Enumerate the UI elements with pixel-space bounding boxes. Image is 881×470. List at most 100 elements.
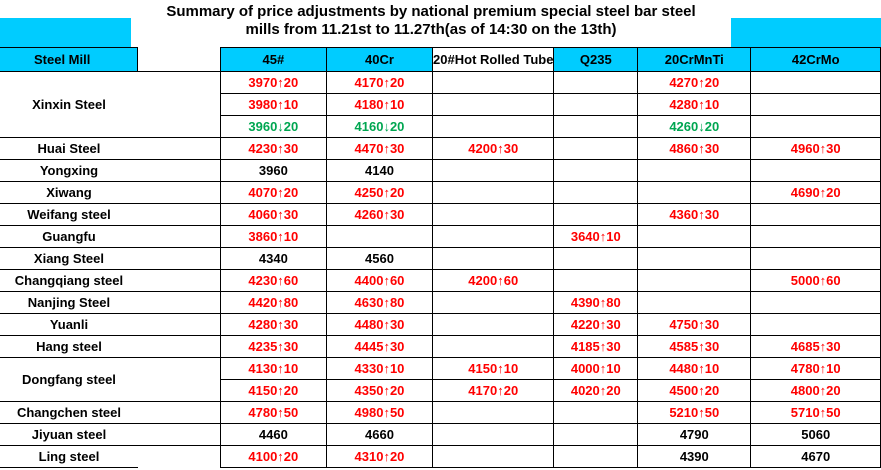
table-row: Yuanli 4280↑30 4480↑30 4220↑30 4750↑30 <box>0 313 881 336</box>
mill-name: Yuanli <box>0 313 138 336</box>
price-cell: 4200↑60 <box>432 269 555 292</box>
price-cell: 4630↑80 <box>325 291 434 314</box>
price-cell <box>432 247 555 270</box>
price-cell <box>432 445 555 468</box>
mill-name: Guangfu <box>0 225 138 248</box>
table-row: Changqiang steel 4230↑60 4400↑60 4200↑60 500… <box>0 269 881 292</box>
price-cell: 4150↑10 <box>432 357 555 380</box>
table-row: Changchen steel 4780↑50 4980↑50 5210↑50 5710… <box>0 401 881 424</box>
price-cell: 4160↓20 <box>325 115 434 138</box>
table-row: Xiwang 4070↑20 4250↑20 4690↑20 <box>0 181 881 204</box>
price-cell: 4780↑50 <box>219 401 327 424</box>
mill-name: Jiyuan steel <box>0 423 138 446</box>
price-cell <box>750 225 881 248</box>
price-cell: 4960↑30 <box>750 137 881 160</box>
price-cell: 4400↑60 <box>325 269 434 292</box>
price-cell: 4585↑30 <box>637 335 752 358</box>
mill-name: Yongxing <box>0 159 138 182</box>
price-cell <box>432 159 555 182</box>
price-cell: 4000↑10 <box>553 357 639 380</box>
price-cell: 4250↑20 <box>325 181 434 204</box>
price-cell: 4340 <box>219 247 327 270</box>
price-cell: 4670 <box>750 445 881 468</box>
row-gap <box>137 225 221 248</box>
price-cell: 3980↑10 <box>219 93 327 116</box>
price-cell: 4780↑10 <box>750 357 881 380</box>
price-cell: 4420↑80 <box>219 291 327 314</box>
row-gap <box>137 71 221 138</box>
row-gap <box>137 137 221 160</box>
price-cell: 4390↑80 <box>553 291 639 314</box>
price-cell <box>750 71 881 94</box>
price-cell: 4480↑30 <box>325 313 434 336</box>
price-cell: 4980↑50 <box>325 401 434 424</box>
price-cell: 4860↑30 <box>637 137 752 160</box>
price-cell <box>750 159 881 182</box>
price-cell: 4500↑20 <box>637 379 752 402</box>
header-gap <box>137 47 221 72</box>
price-cell: 5000↑60 <box>750 269 881 292</box>
mill-name: Dongfang steel <box>0 357 138 402</box>
table-row: 3960↓20 4160↓20 4260↓20 <box>0 115 881 138</box>
price-cell: 4350↑20 <box>325 379 434 402</box>
mill-name: Changchen steel <box>0 401 138 424</box>
mill-name: Ling steel <box>0 445 138 468</box>
row-gap <box>137 423 221 446</box>
price-cell <box>432 291 555 314</box>
price-cell <box>637 247 752 270</box>
price-cell: 4260↓20 <box>637 115 752 138</box>
price-cell: 4150↑20 <box>219 379 327 402</box>
row-gap <box>137 445 221 468</box>
price-cell <box>432 423 555 446</box>
header-accent-left <box>0 18 131 47</box>
price-cell <box>432 225 555 248</box>
price-cell: 4360↑30 <box>637 203 752 226</box>
price-cell <box>553 181 639 204</box>
price-cell <box>553 269 639 292</box>
table-row: Jiyuan steel 4460 4660 4790 5060 <box>0 423 881 446</box>
price-cell: 4445↑30 <box>325 335 434 358</box>
header-accent-right <box>731 18 881 47</box>
price-cell: 4180↑10 <box>325 93 434 116</box>
price-cell <box>553 401 639 424</box>
header-col-hot-rolled-tube: 20#Hot Rolled Tube <box>432 47 555 72</box>
price-table: Steel Mill 45# 40Cr 20#Hot Rolled Tube Q… <box>0 47 881 468</box>
price-cell <box>553 115 639 138</box>
row-gap <box>137 247 221 270</box>
price-cell: 4220↑30 <box>553 313 639 336</box>
page-title: Summary of price adjustments by national… <box>131 3 731 39</box>
row-gap <box>137 269 221 292</box>
header-col-20crmnti: 20CrMnTi <box>637 47 752 72</box>
price-cell: 4660 <box>325 423 434 446</box>
price-cell <box>637 159 752 182</box>
price-cell: 4690↑20 <box>750 181 881 204</box>
table-body: Xinxin Steel 3970↑20 4170↑20 4270↑20 3980↑10… <box>0 71 881 468</box>
price-cell: 3860↑10 <box>219 225 327 248</box>
mill-name: Nanjing Steel <box>0 291 138 314</box>
price-cell: 4100↑20 <box>219 445 327 468</box>
price-cell: 4480↑10 <box>637 357 752 380</box>
mill-name: Huai Steel <box>0 137 138 160</box>
price-cell: 3640↑10 <box>553 225 639 248</box>
mill-name: Xinxin Steel <box>0 71 138 138</box>
mill-name: Xiang Steel <box>0 247 138 270</box>
price-cell <box>553 423 639 446</box>
table-row: Hang steel 4235↑30 4445↑30 4185↑30 4585↑30 46… <box>0 335 881 358</box>
price-cell: 4790 <box>637 423 752 446</box>
row-gap <box>137 335 221 358</box>
table-row: Huai Steel 4230↑30 4470↑30 4200↑30 4860↑30 49… <box>0 137 881 160</box>
price-cell: 5710↑50 <box>750 401 881 424</box>
price-cell <box>432 71 555 94</box>
price-cell <box>553 445 639 468</box>
price-cell: 4390 <box>637 445 752 468</box>
header-col-q235: Q235 <box>553 47 639 72</box>
price-cell <box>553 159 639 182</box>
price-cell: 4140 <box>325 159 434 182</box>
price-cell <box>553 71 639 94</box>
price-cell <box>553 247 639 270</box>
price-cell <box>750 313 881 336</box>
mill-name: Hang steel <box>0 335 138 358</box>
table-row: Nanjing Steel 4420↑80 4630↑80 4390↑80 <box>0 291 881 314</box>
price-cell: 4310↑20 <box>325 445 434 468</box>
price-cell <box>432 203 555 226</box>
